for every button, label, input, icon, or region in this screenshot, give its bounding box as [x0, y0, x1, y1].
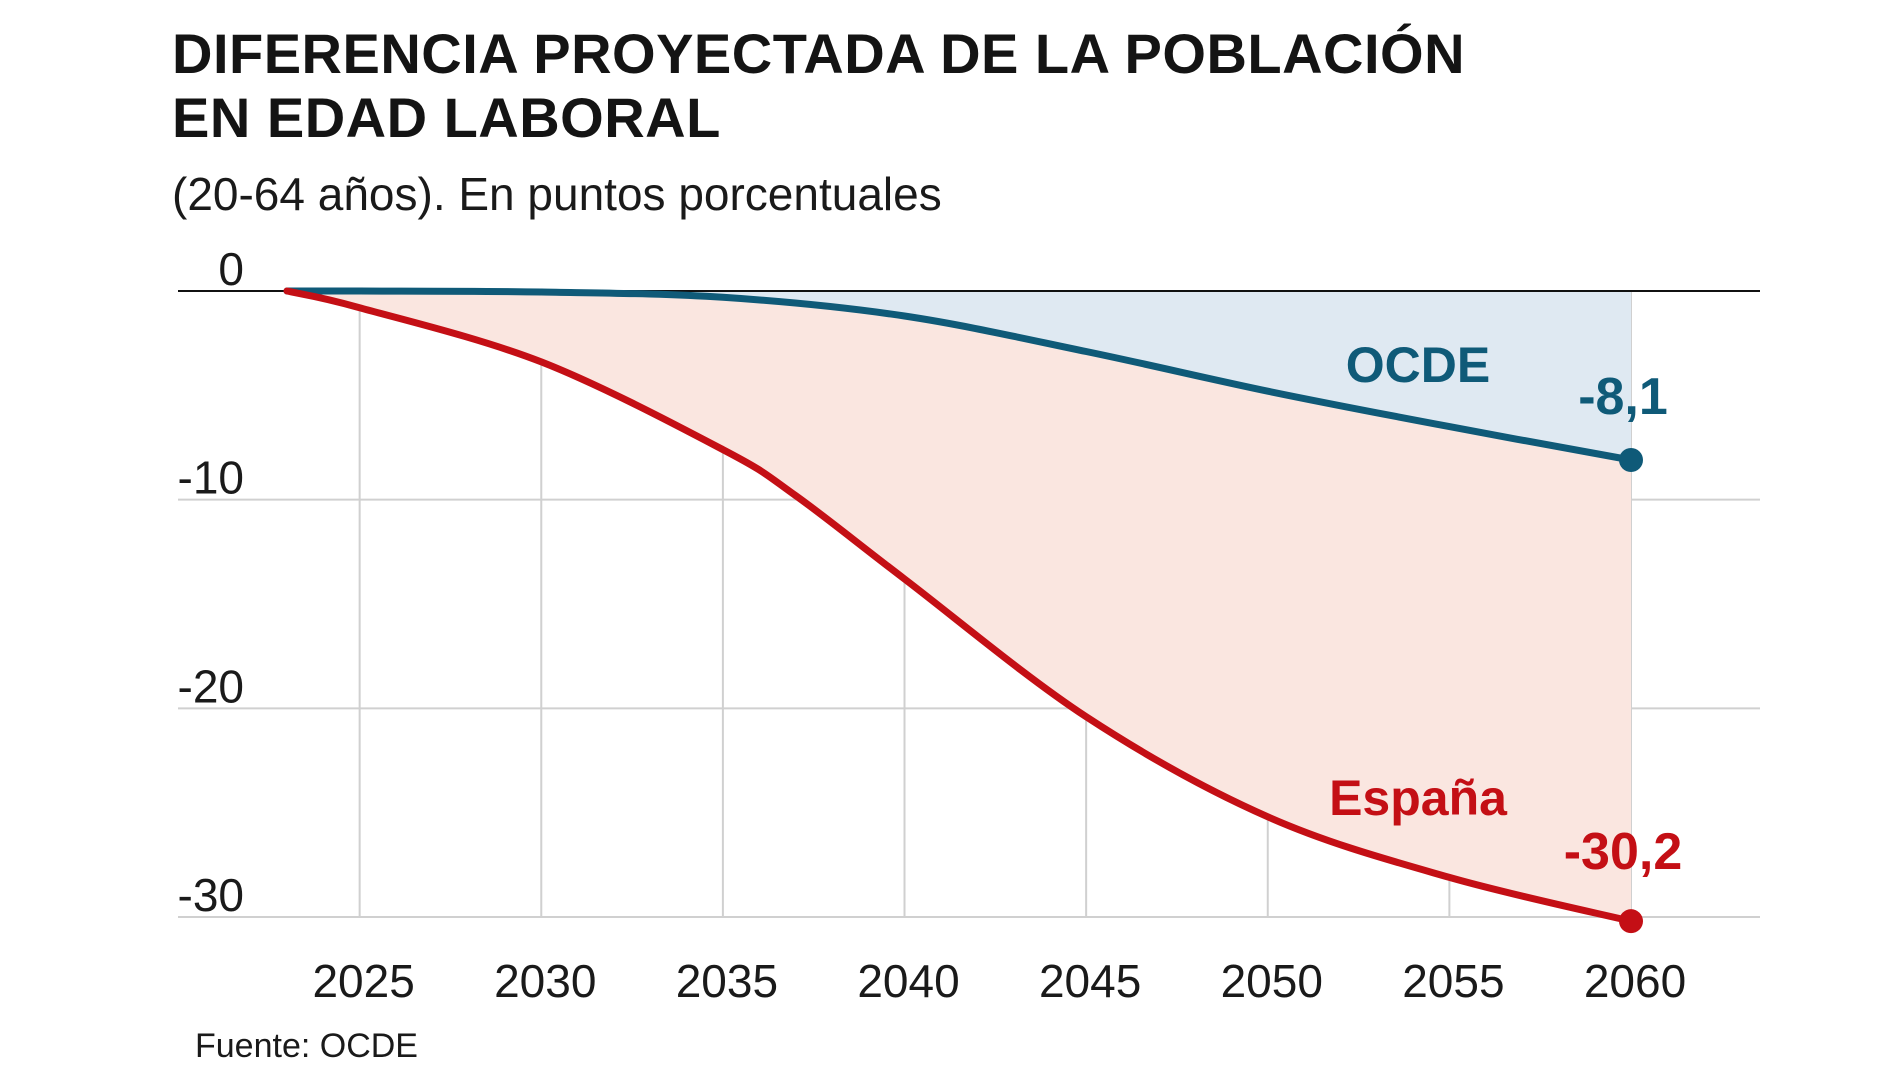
source-note: Fuente: OCDE	[195, 1027, 418, 1065]
y-tick-label: 0	[218, 243, 244, 295]
y-tick-label: -10	[178, 452, 244, 504]
ocde-series-label: OCDE	[1346, 337, 1490, 393]
x-tick-label: 2030	[494, 955, 596, 1007]
x-tick-label: 2045	[1039, 955, 1141, 1007]
label-layer: 0 -10 -20 -30 2025 2030 2035 2040 2045 2050 2055 20…	[178, 243, 1687, 1007]
x-tick-label: 2055	[1402, 955, 1504, 1007]
x-tick-label: 2025	[312, 955, 414, 1007]
ocde-end-point	[1619, 448, 1643, 473]
x-tick-label: 2060	[1584, 955, 1686, 1007]
chart-subtitle: (20-64 años). En puntos porcentuales	[172, 168, 942, 220]
chart-title-line-2: EN EDAD LABORAL	[172, 86, 721, 149]
y-tick-label: -30	[178, 869, 244, 921]
chart-title-line-1: DIFERENCIA PROYECTADA DE LA POBLACIÓN	[172, 22, 1466, 85]
ocde-line	[283, 287, 1635, 464]
x-tick-label: 2050	[1221, 955, 1323, 1007]
x-tick-label: 2040	[857, 955, 959, 1007]
ocde-area	[287, 290, 1631, 460]
espana-end-value: -30,2	[1564, 823, 1683, 881]
x-tick-label: 2035	[676, 955, 778, 1007]
espana-area	[287, 290, 1631, 922]
y-tick-label: -20	[178, 660, 244, 712]
espana-end-point	[1619, 909, 1643, 934]
espana-series-label: España	[1329, 770, 1508, 826]
area-layer	[287, 290, 1631, 922]
chart-title: DIFERENCIA PROYECTADA DE LA POBLACIÓN EN…	[172, 22, 1672, 150]
ocde-end-value: -8,1	[1578, 368, 1668, 426]
espana-line	[283, 287, 1635, 925]
line-layer	[283, 287, 1643, 934]
